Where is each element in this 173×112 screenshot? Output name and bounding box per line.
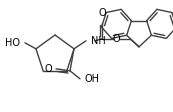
Text: HO: HO [5, 38, 20, 48]
Text: O: O [44, 64, 52, 74]
Text: O: O [98, 8, 106, 18]
Text: O: O [112, 34, 120, 44]
Text: OH: OH [84, 74, 99, 84]
Text: NH: NH [91, 36, 106, 46]
